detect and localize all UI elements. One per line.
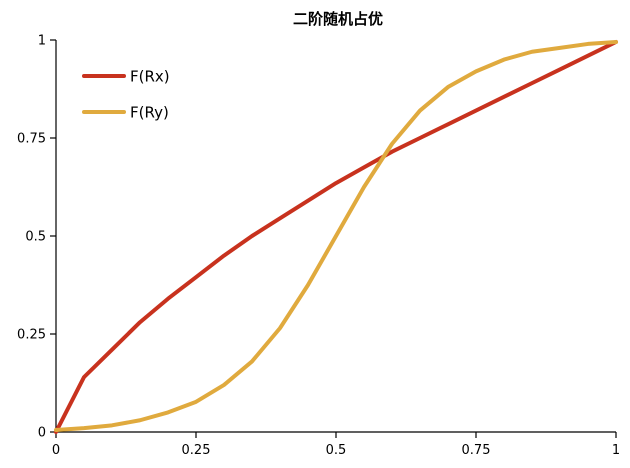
legend: F(Rx) F(Ry) (82, 68, 170, 122)
x-tick-label: 0.5 (326, 443, 347, 458)
y-tick-label: 0 (38, 426, 46, 441)
x-tick-label: 1 (612, 443, 620, 458)
y-tick-label: 1 (38, 34, 46, 49)
series-line-2 (54, 39, 618, 433)
axes: 0 0.25 0.5 0.75 1 0 0.25 0.5 0.75 1 (17, 34, 620, 459)
x-tick-label: 0.75 (462, 443, 491, 458)
y-tick-label: 0.5 (25, 230, 46, 245)
series-line-1 (54, 39, 618, 434)
x-tick-label: 0 (52, 443, 60, 458)
series-layer (54, 39, 618, 434)
y-tick-label: 0.75 (17, 132, 46, 147)
legend-label-1: F(Rx) (130, 68, 170, 86)
y-tick-label: 0.25 (17, 328, 46, 343)
x-tick-label: 0.25 (182, 443, 211, 458)
legend-label-2: F(Ry) (130, 104, 169, 122)
chart-title: 二阶随机占优 (293, 10, 383, 28)
